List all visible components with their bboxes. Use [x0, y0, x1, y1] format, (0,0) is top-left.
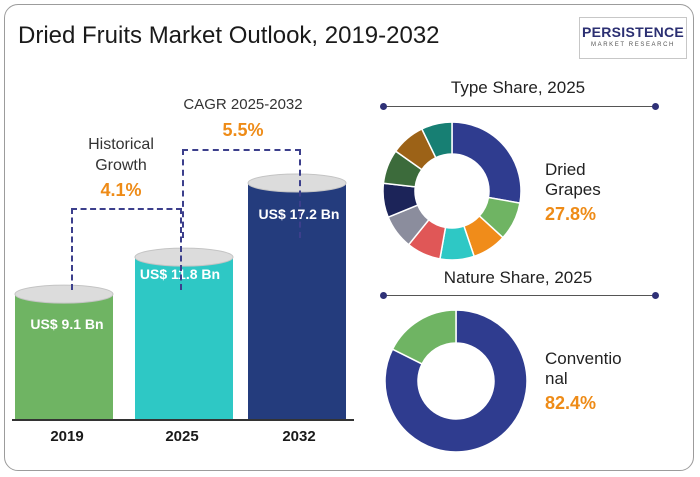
bar-value-label-2019: US$ 9.1 Bn — [30, 316, 104, 332]
historical-growth-connector — [71, 208, 182, 290]
persistence-logo: PERSISTENCE MARKET RESEARCH — [579, 17, 687, 59]
nature-share-title: Nature Share, 2025 — [418, 268, 618, 288]
type-share-title: Type Share, 2025 — [418, 78, 618, 98]
type-share-divider — [383, 106, 653, 107]
cagr-label: CAGR 2025-2032 — [183, 96, 303, 113]
x-axis-baseline — [12, 419, 354, 421]
nature-share-donut — [384, 309, 528, 453]
donut-type-slice-0 — [451, 121, 522, 204]
nature-share-highlight-label: Conventional — [545, 349, 622, 388]
donut-nature-slice-1 — [391, 309, 457, 365]
historical-growth-value: 4.1% — [100, 180, 142, 200]
bar-2019 — [14, 284, 114, 419]
historical-growth-label: Historical Growth — [88, 136, 154, 174]
x-tick-2025: 2025 — [165, 428, 199, 445]
nature-share-highlight-value: 82.4% — [545, 393, 597, 413]
x-tick-2019: 2019 — [50, 428, 84, 445]
type-share-divider-dot-right — [652, 103, 659, 110]
bar-2025 — [134, 247, 234, 419]
nature-share-divider-dot-right — [652, 292, 659, 299]
donut-nature-slice-0 — [384, 309, 528, 453]
logo-tagline: MARKET RESEARCH — [591, 42, 675, 48]
cagr-value: 5.5% — [222, 120, 264, 140]
donut-type-slice-9 — [420, 121, 453, 159]
bar-2032 — [247, 173, 347, 419]
nature-share-divider — [383, 295, 653, 296]
nature-share-divider-dot-left — [380, 292, 387, 299]
page-title: Dried Fruits Market Outlook, 2019-2032 — [18, 22, 440, 49]
chart-frame — [4, 4, 694, 471]
type-share-highlight-label: Dried Grapes — [545, 160, 601, 199]
logo-wordmark: PERSISTENCE — [581, 24, 685, 40]
type-share-highlight-value: 27.8% — [545, 204, 597, 224]
cagr-connector — [182, 149, 301, 238]
x-tick-2032: 2032 — [282, 428, 316, 445]
market-size-bar-chart — [14, 173, 347, 419]
type-share-divider-dot-left — [380, 103, 387, 110]
type-share-donut — [382, 121, 522, 261]
